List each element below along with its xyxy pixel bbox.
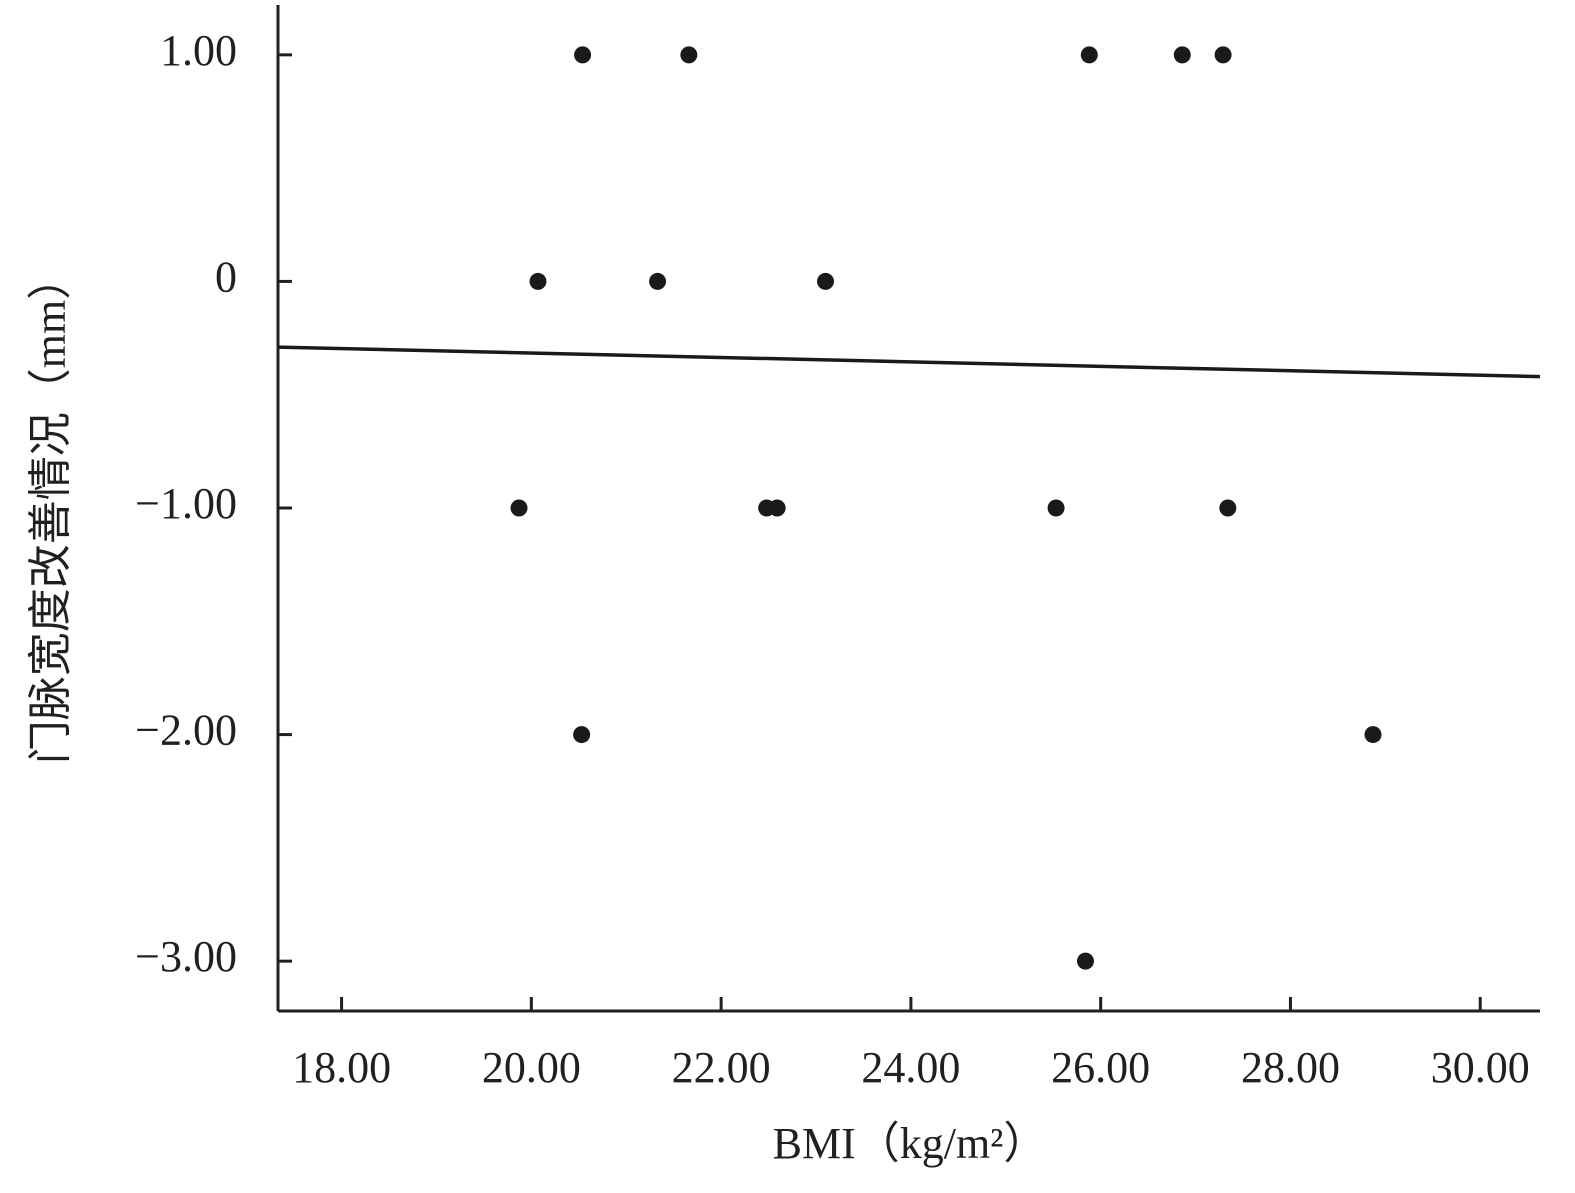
point (649, 272, 667, 290)
point (1364, 726, 1382, 744)
x-tick-label: 28.00 (1241, 1043, 1340, 1092)
point (1214, 46, 1232, 64)
point (1173, 46, 1191, 64)
x-axis-label: BMI（kg/m²） (773, 1119, 1048, 1168)
y-tick-label: 1.00 (160, 26, 237, 75)
point (816, 272, 834, 290)
y-axis-label: 门脉宽度改善情况（mm） (26, 256, 75, 764)
x-tick-label: 30.00 (1431, 1043, 1530, 1092)
x-tick-label: 24.00 (861, 1043, 960, 1092)
point (510, 499, 528, 517)
y-tick-label: −1.00 (135, 479, 237, 528)
fit-line (277, 345, 1541, 379)
point (1080, 46, 1098, 64)
x-tick-label: 26.00 (1051, 1043, 1150, 1092)
x-tick-label: 22.00 (672, 1043, 771, 1092)
point (529, 272, 547, 290)
y-tick-label: −3.00 (135, 932, 237, 981)
point (1076, 952, 1094, 970)
point (768, 499, 786, 517)
point (1047, 499, 1065, 517)
point (573, 726, 591, 744)
x-tick-label: 20.00 (482, 1043, 581, 1092)
y-tick-label: −2.00 (135, 706, 237, 755)
point (680, 46, 698, 64)
y-tick-label: 0 (215, 253, 237, 302)
point (574, 46, 592, 64)
x-tick-label: 18.00 (292, 1043, 391, 1092)
point (1219, 499, 1237, 517)
